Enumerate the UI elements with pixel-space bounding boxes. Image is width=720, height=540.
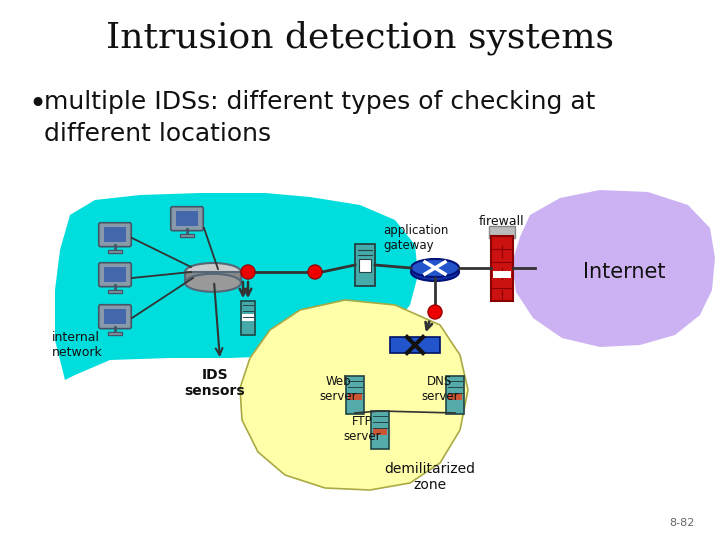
Circle shape bbox=[241, 265, 255, 279]
FancyBboxPatch shape bbox=[99, 305, 131, 329]
Bar bbox=[491, 235, 513, 300]
Ellipse shape bbox=[411, 259, 459, 277]
Text: firewall: firewall bbox=[480, 215, 525, 228]
Bar bbox=[489, 226, 515, 238]
Text: FTP
server: FTP server bbox=[343, 415, 381, 443]
Circle shape bbox=[308, 265, 322, 279]
Bar bbox=[446, 376, 464, 414]
Bar bbox=[493, 271, 511, 278]
Ellipse shape bbox=[185, 263, 241, 281]
Bar bbox=[185, 272, 241, 283]
Bar bbox=[390, 337, 440, 353]
Text: •: • bbox=[28, 90, 46, 119]
Text: demilitarized
zone: demilitarized zone bbox=[384, 462, 475, 492]
Text: multiple IDSs: different types of checking at
different locations: multiple IDSs: different types of checki… bbox=[44, 90, 595, 146]
Text: internal
network: internal network bbox=[52, 331, 103, 359]
Bar bbox=[104, 267, 126, 282]
Text: 8-82: 8-82 bbox=[670, 518, 695, 528]
Bar bbox=[108, 250, 122, 253]
Text: IDS
sensors: IDS sensors bbox=[185, 368, 246, 398]
Polygon shape bbox=[55, 193, 418, 380]
Text: DNS
server: DNS server bbox=[421, 375, 459, 403]
Bar bbox=[373, 428, 387, 435]
Bar bbox=[348, 393, 362, 400]
Circle shape bbox=[428, 305, 442, 319]
Text: Web
server: Web server bbox=[319, 375, 357, 403]
Text: Internet: Internet bbox=[582, 262, 665, 282]
Bar bbox=[176, 211, 197, 226]
Bar bbox=[180, 234, 194, 237]
Polygon shape bbox=[240, 300, 468, 490]
Bar bbox=[108, 290, 122, 293]
Ellipse shape bbox=[411, 263, 459, 281]
FancyBboxPatch shape bbox=[99, 262, 131, 287]
Bar bbox=[242, 314, 254, 321]
FancyBboxPatch shape bbox=[99, 222, 131, 247]
Bar bbox=[359, 259, 371, 272]
Bar bbox=[448, 393, 462, 400]
Bar bbox=[108, 332, 122, 335]
Bar bbox=[355, 244, 375, 286]
Bar bbox=[346, 376, 364, 414]
Bar bbox=[104, 309, 126, 324]
Ellipse shape bbox=[185, 274, 241, 292]
Bar bbox=[371, 411, 389, 449]
Polygon shape bbox=[512, 190, 715, 347]
Text: application
gateway: application gateway bbox=[383, 224, 449, 252]
FancyBboxPatch shape bbox=[171, 207, 203, 231]
Bar bbox=[241, 301, 255, 335]
Text: Intrusion detection systems: Intrusion detection systems bbox=[106, 21, 614, 55]
Bar bbox=[104, 227, 126, 242]
